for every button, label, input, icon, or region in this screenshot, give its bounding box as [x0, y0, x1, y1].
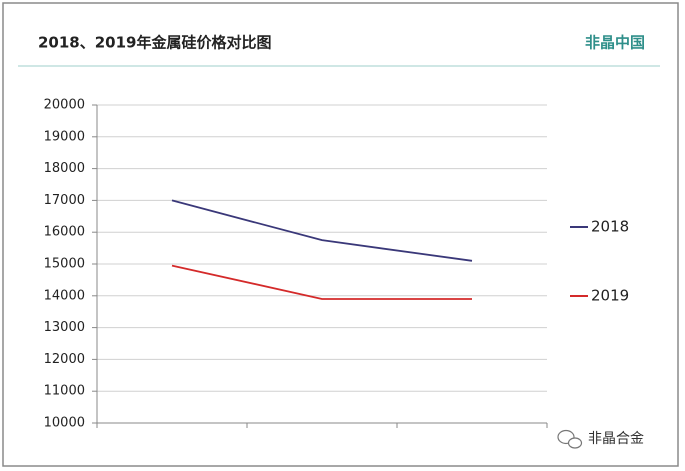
- chart-title: 2018、2019年金属硅价格对比图: [38, 34, 272, 52]
- watermark: 非晶合金: [588, 431, 644, 447]
- y-tick-label: 14000: [44, 288, 85, 303]
- y-tick-label: 16000: [44, 225, 85, 240]
- frame: [2, 2, 679, 467]
- brand: 非晶中国: [585, 34, 645, 52]
- legend-label: 2019: [591, 287, 629, 305]
- y-tick-label: 10000: [44, 416, 85, 431]
- y-tick-label: 13000: [44, 320, 85, 335]
- y-tick-label: 11000: [44, 384, 85, 399]
- series-line: [171, 199, 473, 262]
- y-tick-label: 17000: [44, 193, 85, 208]
- watermark-icon: [557, 429, 583, 449]
- y-tick-label: 18000: [44, 161, 85, 176]
- y-tick-label: 20000: [44, 98, 85, 113]
- y-tick-label: 12000: [44, 352, 85, 367]
- y-tick-label: 19000: [44, 129, 85, 144]
- legend-label: 2018: [591, 218, 629, 236]
- series-line: [171, 264, 472, 300]
- y-tick-label: 15000: [44, 257, 85, 272]
